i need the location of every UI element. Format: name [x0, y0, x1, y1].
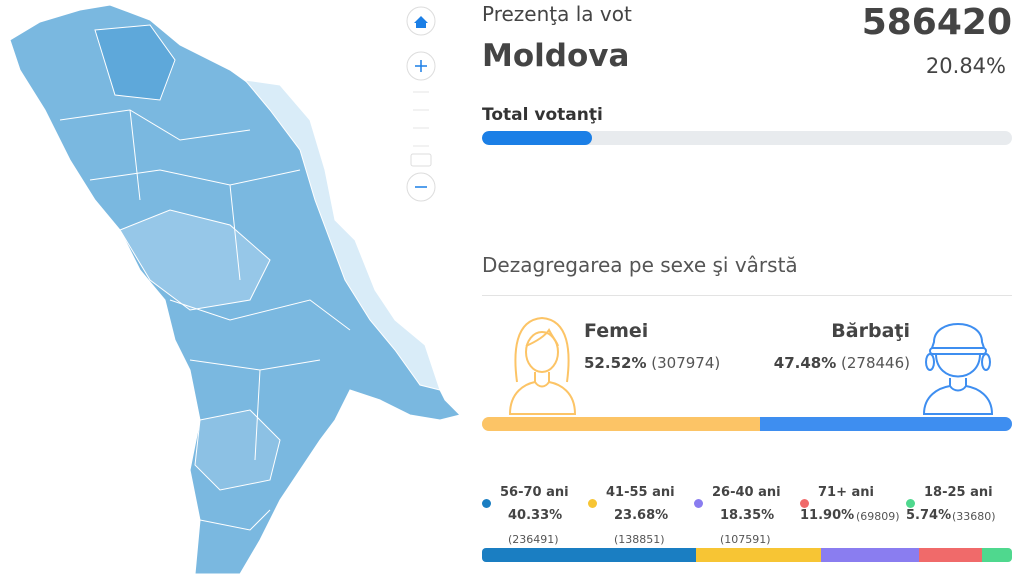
age-percent: 18.35%	[720, 508, 775, 523]
divider	[482, 295, 1012, 296]
legend-dot	[588, 499, 597, 508]
zoom-slider[interactable]	[410, 153, 432, 167]
age-percent: 5.74%	[906, 508, 952, 523]
age-count: (138851)	[614, 533, 665, 546]
bar-segment	[918, 548, 982, 562]
age-name: 71+ ani	[818, 485, 874, 500]
age-name: 18-25 ani	[924, 485, 993, 500]
legend-dot	[906, 499, 915, 508]
turnout-bar	[482, 131, 1012, 145]
age-count: (33680)	[952, 510, 996, 523]
voter-count: 586420	[861, 2, 1012, 43]
region-name: Moldova	[482, 38, 630, 74]
turnout-percent: 20.84%	[925, 54, 1006, 78]
age-bar	[482, 548, 1012, 562]
bar-fill	[482, 131, 593, 145]
map-borders	[59, 109, 351, 531]
section-title: Dezagregarea pe sexe şi vârstă	[482, 253, 798, 277]
map-region	[194, 409, 281, 491]
gender-percent: 52.52%	[584, 354, 647, 372]
legend-dot	[800, 499, 809, 508]
gender-name: Bărbaţi	[831, 320, 910, 342]
bar-label: Total votanţi	[482, 105, 603, 125]
home-icon	[414, 16, 428, 28]
age-name: 41-55 ani	[606, 485, 675, 500]
female-icon	[508, 316, 577, 415]
age-count: (107591)	[720, 533, 771, 546]
gender-name: Femei	[584, 320, 649, 342]
age-name: 26-40 ani	[712, 485, 781, 500]
bar-segment	[482, 548, 696, 562]
gender-stats: 52.52% (307974)	[584, 354, 720, 372]
bar-segment	[760, 417, 1012, 431]
legend-dot	[482, 499, 491, 508]
bar-segment	[821, 548, 919, 562]
plus-icon	[415, 60, 427, 72]
age-name: 56-70 ani	[500, 485, 569, 500]
map-controls	[406, 6, 436, 202]
gender-percent: 47.48%	[773, 354, 837, 372]
age-percent: 40.33%	[508, 508, 563, 523]
gender-bar	[482, 417, 1012, 431]
zoom-ticks	[413, 91, 429, 147]
map-region	[119, 209, 271, 311]
male-icon	[922, 323, 994, 415]
bar-segment	[482, 417, 761, 431]
panel-title: Prezenţa la vot	[482, 2, 632, 26]
age-count: (236491)	[508, 533, 559, 546]
map-region	[94, 24, 176, 101]
gender-stats: 47.48% (278446)	[774, 354, 910, 372]
map	[9, 4, 461, 574]
age-percent: 23.68%	[614, 508, 669, 523]
legend-dot	[694, 499, 703, 508]
gender-count: (278446)	[841, 354, 910, 372]
map-region	[243, 79, 441, 391]
age-percent: 11.90%	[800, 508, 855, 523]
age-count: (69809)	[856, 510, 900, 523]
gender-count: (307974)	[651, 354, 721, 372]
bar-segment	[981, 548, 1012, 562]
bar-segment	[695, 548, 822, 562]
